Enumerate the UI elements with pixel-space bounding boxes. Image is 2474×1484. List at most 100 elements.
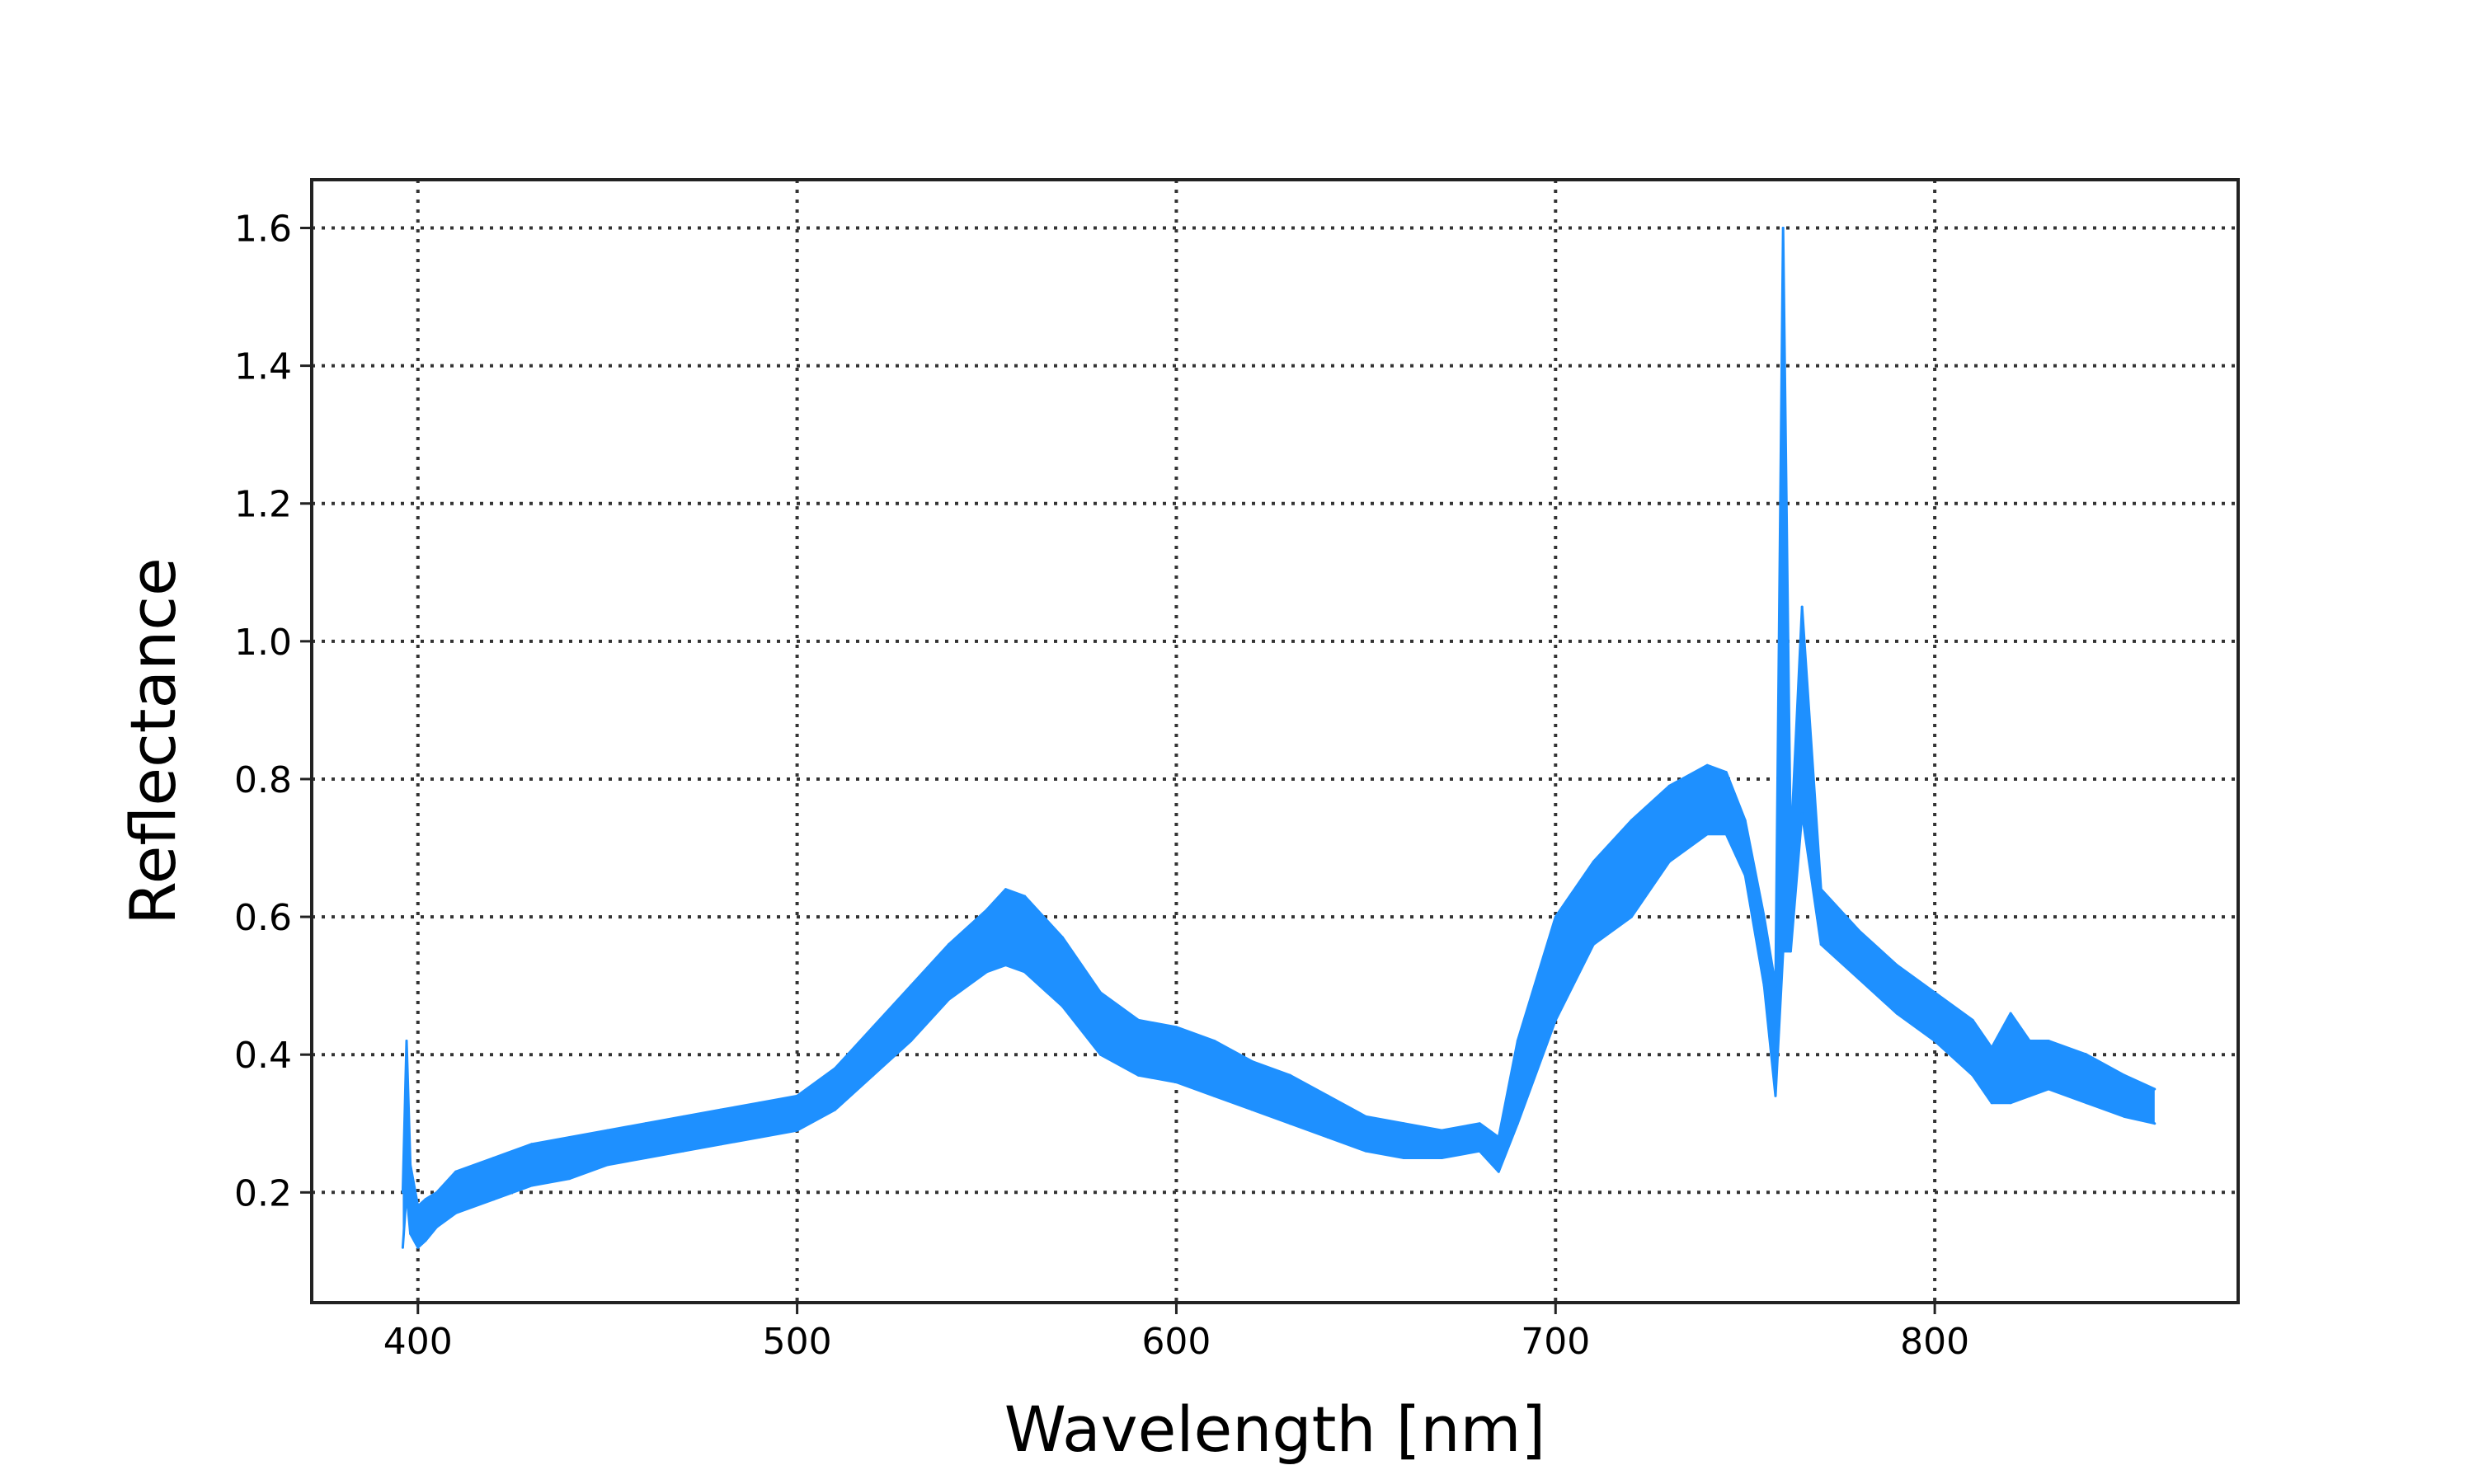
data-point <box>530 1185 533 1187</box>
data-point <box>1775 1095 1777 1097</box>
data-point <box>425 1198 427 1200</box>
x-tick-label-600: 600 <box>1141 1321 1211 1363</box>
data-point <box>2029 1095 2031 1097</box>
x-tick-label-700: 700 <box>1521 1321 1590 1363</box>
data-point <box>1441 1157 1443 1159</box>
y-tick-label-5: 1.2 <box>234 484 292 526</box>
data-point <box>454 1171 457 1173</box>
data-point <box>682 1150 684 1153</box>
data-point <box>435 1226 438 1228</box>
data-point <box>1403 1122 1405 1125</box>
data-point <box>910 984 912 987</box>
data-point <box>1763 916 1766 918</box>
data-point <box>1934 1040 1936 1042</box>
data-point <box>2153 1088 2156 1091</box>
data-point <box>1213 1040 1216 1042</box>
data-point <box>1592 943 1595 946</box>
data-point <box>1706 764 1709 767</box>
data-point <box>1801 812 1804 815</box>
data-point <box>1775 984 1777 987</box>
y-tick-label-3: 0.8 <box>234 759 292 801</box>
data-point <box>1725 833 1728 835</box>
data-point <box>402 1191 404 1194</box>
data-point <box>1630 916 1633 918</box>
data-point <box>796 1095 798 1097</box>
data-point <box>910 1040 912 1042</box>
data-point <box>948 998 950 1001</box>
data-point <box>1668 861 1671 863</box>
data-point <box>872 1074 874 1077</box>
data-point <box>2048 1040 2050 1042</box>
data-point <box>416 1205 419 1208</box>
data-point <box>2153 1122 2156 1125</box>
data-point <box>834 1067 836 1069</box>
data-point <box>416 1247 419 1249</box>
data-point <box>1517 1040 1519 1042</box>
data-point <box>1801 606 1804 608</box>
data-point <box>1023 895 1026 898</box>
data-point <box>720 1143 722 1145</box>
data-point <box>2010 1101 2012 1104</box>
data-point <box>406 1040 408 1042</box>
data-point <box>1858 929 1860 932</box>
y-tick-label-1: 0.4 <box>234 1035 292 1077</box>
data-point <box>1137 1074 1140 1077</box>
data-point <box>1289 1122 1291 1125</box>
data-point <box>402 1247 404 1249</box>
data-point <box>1327 1095 1329 1097</box>
data-point <box>1763 984 1766 987</box>
data-point <box>2124 1115 2126 1118</box>
data-point <box>1972 1074 1974 1077</box>
data-point <box>409 1233 412 1235</box>
data-point <box>568 1136 571 1139</box>
data-point <box>720 1109 722 1111</box>
data-point <box>682 1115 684 1118</box>
data-point <box>1991 1046 1993 1049</box>
data-point <box>1004 964 1007 966</box>
data-point <box>1498 1171 1500 1173</box>
data-point <box>1175 1026 1178 1028</box>
y-tick-label-4: 1.0 <box>234 622 292 664</box>
data-point <box>2124 1074 2126 1077</box>
y-tick-label-0: 0.2 <box>234 1172 292 1214</box>
data-point <box>2029 1040 2031 1042</box>
data-point <box>1099 1054 1102 1056</box>
data-point <box>530 1143 533 1145</box>
x-tick-label-800: 800 <box>1900 1321 1969 1363</box>
data-point <box>1972 1019 1974 1021</box>
data-point <box>1934 992 1936 994</box>
data-point <box>1004 888 1007 890</box>
data-point <box>435 1191 438 1194</box>
data-point <box>2086 1054 2088 1056</box>
data-point <box>1820 943 1823 946</box>
data-point <box>758 1101 760 1104</box>
data-point <box>2048 1088 2050 1091</box>
x-axis-label: Wavelength [nm] <box>1004 1392 1546 1466</box>
data-point <box>1592 861 1595 863</box>
data-point <box>425 1239 427 1242</box>
data-point <box>644 1157 647 1159</box>
data-point <box>1061 937 1064 939</box>
x-tick-label-400: 400 <box>383 1321 453 1363</box>
data-point <box>1858 978 1860 980</box>
y-tick-label-6: 1.4 <box>234 346 292 388</box>
data-point <box>492 1198 495 1200</box>
data-point <box>1289 1074 1291 1077</box>
data-point <box>985 909 988 911</box>
data-point <box>409 1163 412 1166</box>
data-point <box>1782 950 1785 952</box>
data-point <box>758 1136 760 1139</box>
data-point <box>1991 1101 1993 1104</box>
data-point <box>1251 1060 1253 1063</box>
data-point <box>1023 970 1026 973</box>
data-point <box>985 970 988 973</box>
data-point <box>1896 1012 1898 1015</box>
data-point <box>454 1212 457 1214</box>
data-point <box>1137 1019 1140 1021</box>
data-point <box>872 1026 874 1028</box>
data-point <box>1744 874 1747 876</box>
y-axis-label: Reflectance <box>116 557 190 925</box>
data-point <box>606 1129 609 1132</box>
